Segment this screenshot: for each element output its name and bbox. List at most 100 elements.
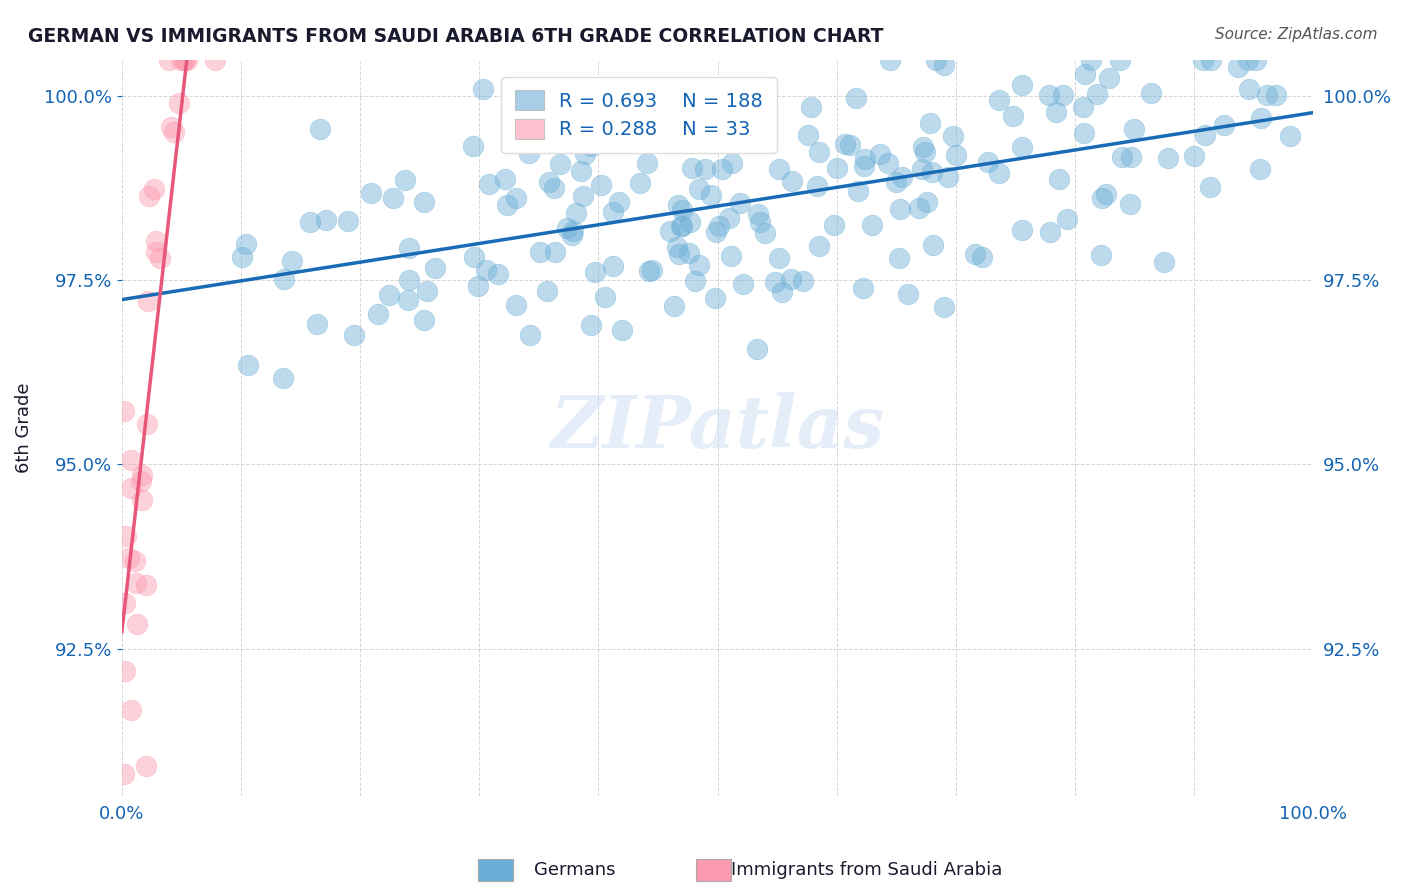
Point [565,206,588,220]
Point [145,245,167,260]
Point [1090,248,1112,262]
Point [1122,122,1144,136]
Point [120,481,142,495]
Point [412,312,434,326]
Point [367,306,389,320]
Point [860,218,883,232]
Point [127,616,149,631]
Point [579,139,602,153]
Point [308,122,330,136]
Point [665,240,688,254]
Point [519,328,541,343]
Point [118,550,141,565]
Point [1091,191,1114,205]
Point [114,596,136,610]
Point [602,259,624,273]
Point [853,152,876,166]
Point [145,234,167,248]
Point [754,226,776,240]
Point [472,81,495,95]
Point [669,219,692,234]
Point [633,88,655,103]
Point [936,170,959,185]
Point [112,404,135,418]
Point [1073,126,1095,140]
Point [561,227,583,242]
Point [593,290,616,304]
Point [658,224,681,238]
Point [138,189,160,203]
Point [398,242,420,256]
Point [845,91,868,105]
Point [394,173,416,187]
Point [768,251,790,265]
Point [463,250,485,264]
Point [890,169,912,184]
Point [1157,151,1180,165]
Point [921,165,943,179]
Point [583,265,606,279]
Point [149,251,172,265]
Point [544,245,567,260]
Point [846,184,869,198]
Point [423,261,446,276]
Point [749,215,772,229]
Point [135,417,157,432]
Point [641,263,664,277]
Point [1085,87,1108,102]
Point [413,195,436,210]
Text: Germans: Germans [534,861,616,879]
Point [589,178,612,193]
Point [1039,225,1062,239]
Point [505,191,527,205]
Point [235,236,257,251]
Point [681,161,703,176]
Point [792,274,814,288]
Point [1250,111,1272,125]
Point [125,576,148,591]
Point [662,299,685,313]
Point [396,293,419,307]
Point [1111,150,1133,164]
Point [1011,78,1033,92]
Point [1198,180,1220,194]
Point [679,125,702,139]
Point [135,577,157,591]
Text: Immigrants from Saudi Arabia: Immigrants from Saudi Arabia [731,861,1002,879]
Point [987,166,1010,180]
Point [599,119,621,133]
Point [572,189,595,203]
Point [517,146,540,161]
Point [124,553,146,567]
Point [1108,53,1130,67]
Point [780,174,803,188]
Point [307,317,329,331]
Point [1119,197,1142,211]
Point [647,120,669,135]
Point [398,273,420,287]
Point [548,157,571,171]
Point [730,196,752,211]
Point [945,147,967,161]
Point [932,300,955,314]
Point [610,323,633,337]
Point [486,267,509,281]
Point [160,120,183,134]
Point [666,197,689,211]
Point [112,766,135,780]
Point [1094,186,1116,201]
Point [638,263,661,277]
Point [157,53,180,67]
Point [721,155,744,169]
Point [718,211,741,225]
Point [700,188,723,202]
Point [808,145,831,160]
Point [747,342,769,356]
Point [1249,161,1271,176]
Point [1074,67,1097,81]
Point [1237,53,1260,67]
Point [693,162,716,177]
Text: Source: ZipAtlas.com: Source: ZipAtlas.com [1215,27,1378,42]
Point [688,182,710,196]
Point [886,175,908,189]
